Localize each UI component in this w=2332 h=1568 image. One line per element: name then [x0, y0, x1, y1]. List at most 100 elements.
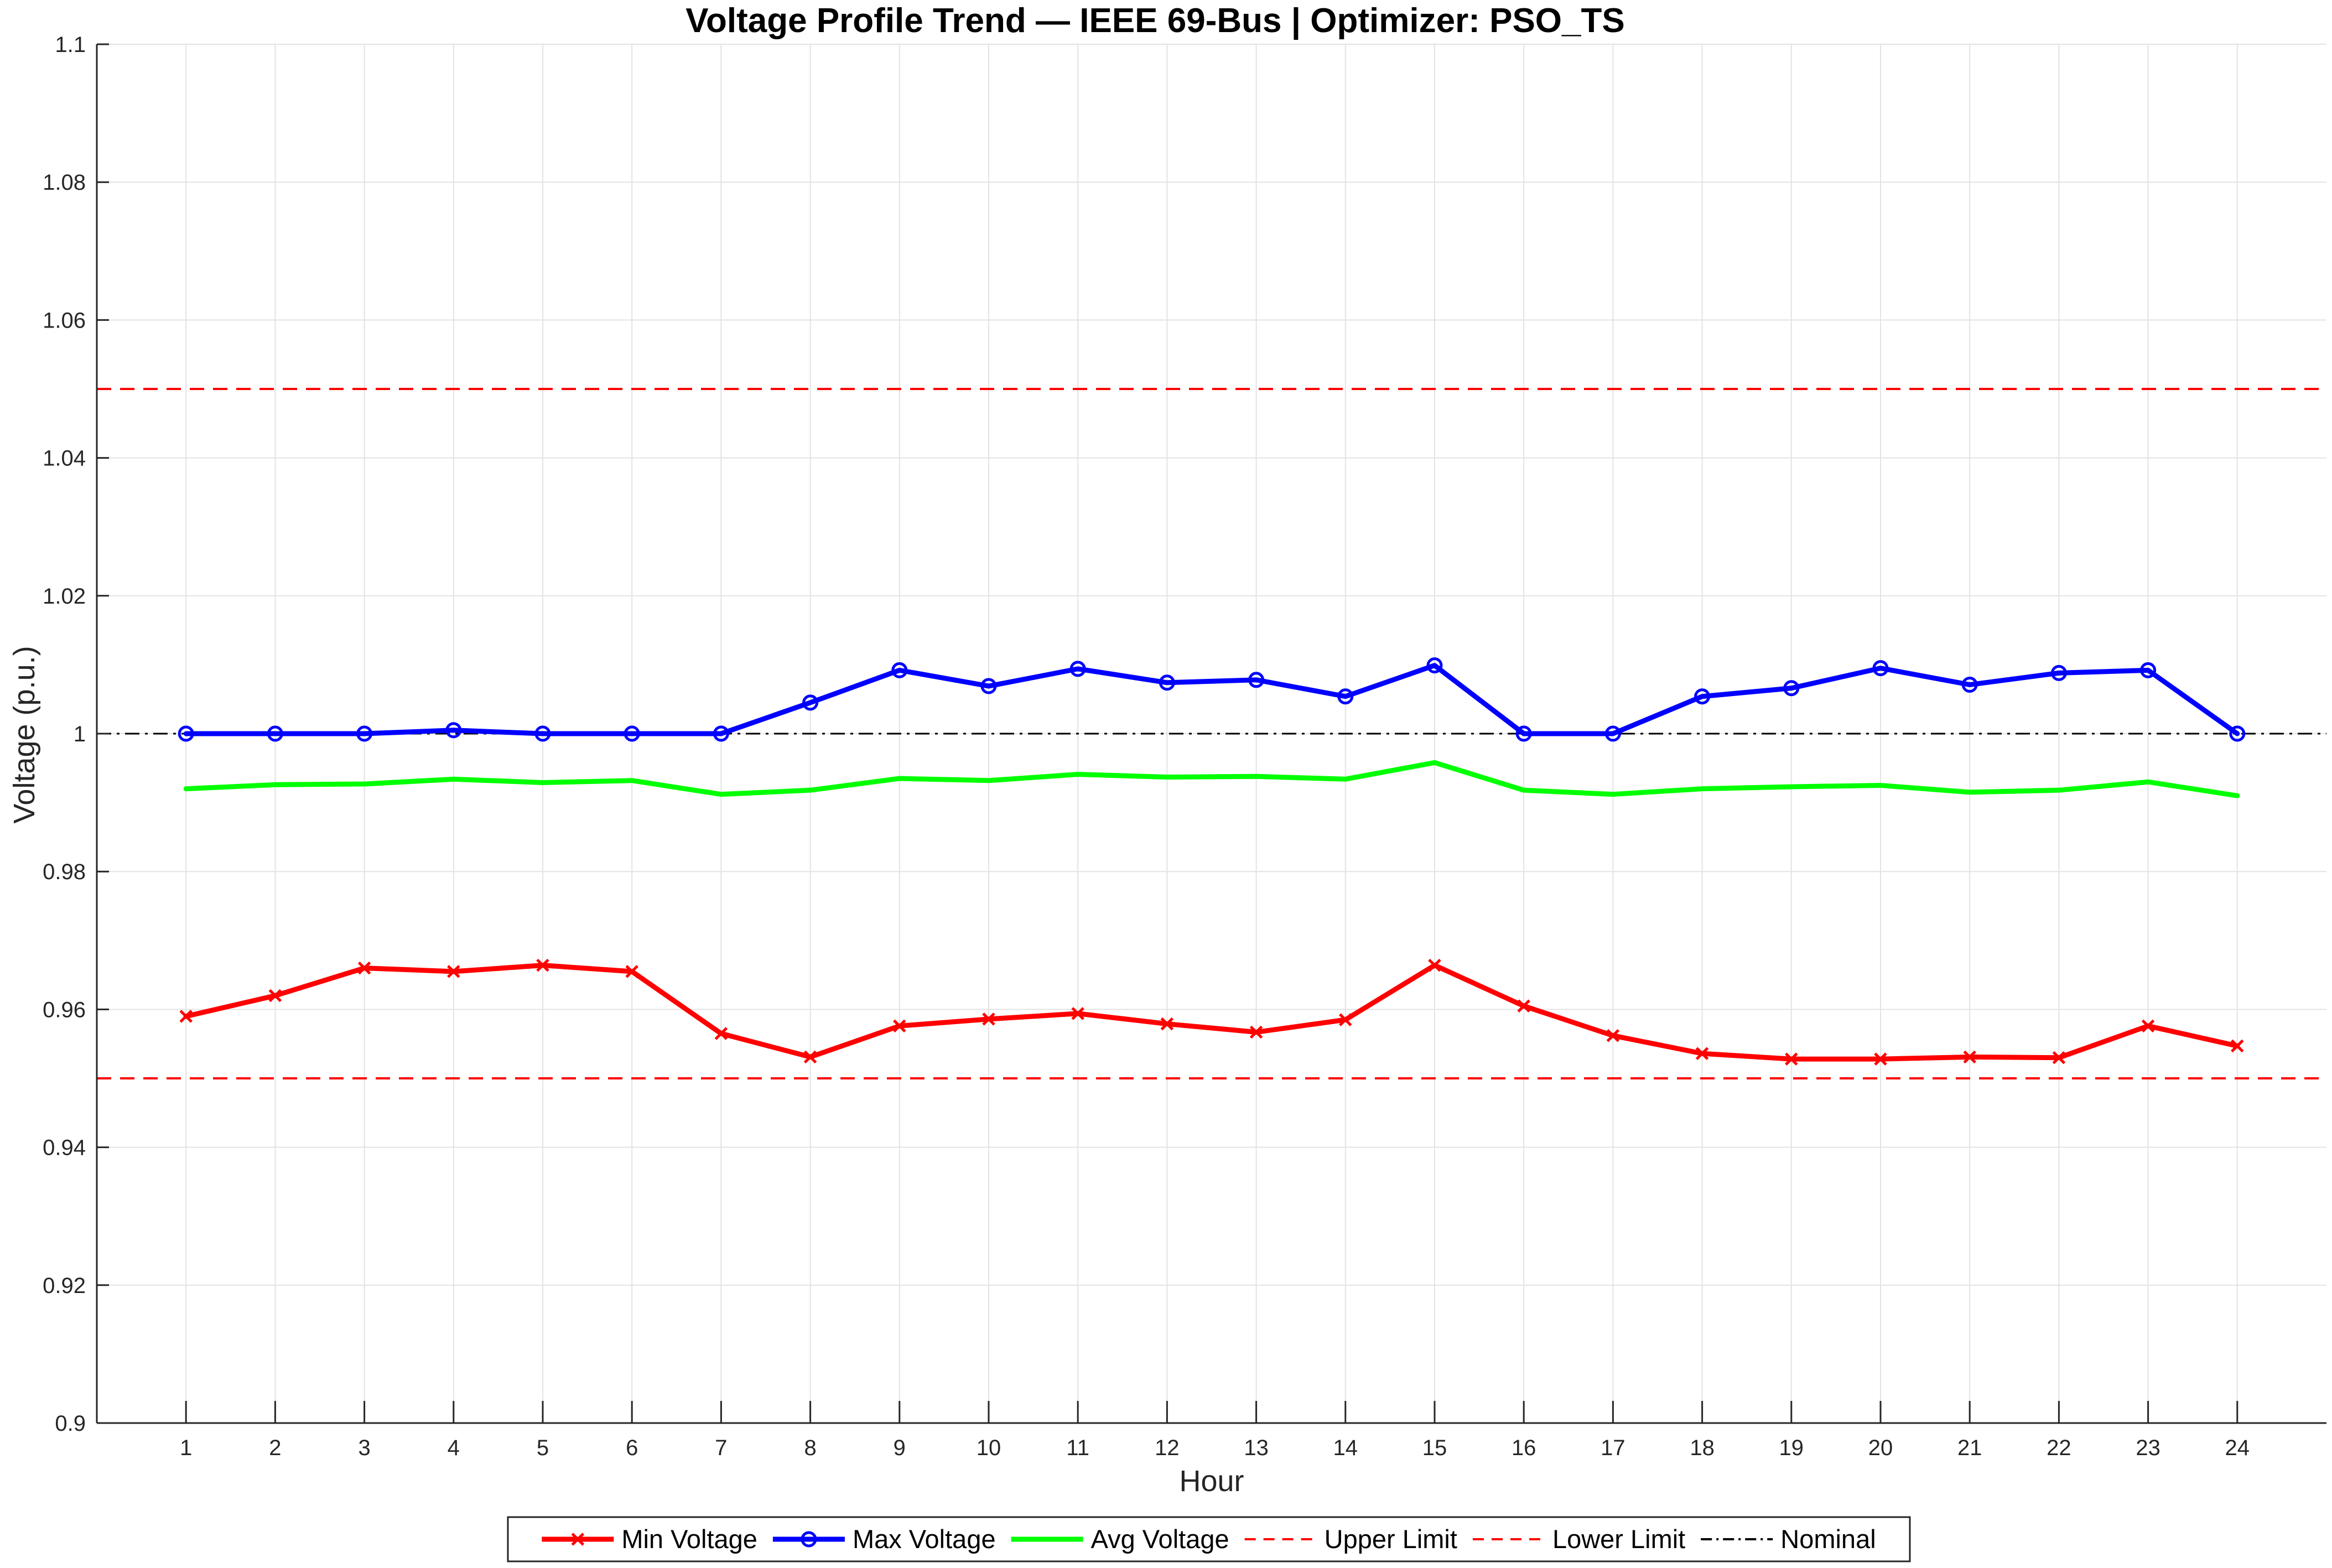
legend-box	[507, 1516, 1911, 1562]
x-tick-label: 22	[2047, 1436, 2071, 1460]
series-line-min-voltage	[183, 963, 2240, 1062]
data-point-min-voltage	[1874, 1052, 1887, 1066]
data-point-max-voltage	[1337, 688, 1354, 705]
series-max-voltage	[178, 657, 2246, 742]
data-point-min-voltage	[1339, 1013, 1352, 1026]
data-point-max-voltage	[2140, 662, 2157, 678]
data-point-max-voltage	[534, 725, 551, 742]
y-tick-label: 0.9	[55, 1411, 86, 1436]
series-avg-voltage	[183, 760, 2240, 798]
data-point-min-voltage	[1160, 1017, 1174, 1031]
legend: Min Voltage Max Voltage Avg Voltage Upper L…	[507, 1516, 1911, 1562]
data-point-min-voltage	[447, 965, 460, 978]
data-point-max-voltage	[1604, 725, 1621, 742]
data-point-max-voltage	[1426, 657, 1443, 674]
data-point-min-voltage	[268, 989, 282, 1003]
y-tick-label: 1.1	[55, 33, 86, 57]
data-point-max-voltage	[1872, 660, 1889, 677]
data-point-min-voltage	[1517, 999, 1530, 1013]
x-tick-label: 21	[1957, 1436, 1982, 1460]
legend-marker-min-voltage	[571, 1533, 585, 1546]
data-point-min-voltage	[1695, 1047, 1709, 1060]
data-point-min-voltage	[803, 1050, 817, 1064]
x-tick-label: 18	[1690, 1436, 1715, 1460]
data-point-max-voltage	[713, 725, 729, 742]
x-tick-label: 19	[1779, 1436, 1804, 1460]
data-point-max-voltage	[267, 725, 283, 742]
y-axis-label: Voltage (p.u.)	[8, 646, 41, 823]
chart-title: Voltage Profile Trend — IEEE 69-Bus | Op…	[685, 2, 1624, 40]
data-point-min-voltage	[2052, 1051, 2066, 1065]
data-point-min-voltage	[536, 958, 549, 972]
data-point-max-voltage	[356, 725, 373, 742]
x-tick-label: 5	[537, 1436, 549, 1460]
data-point-max-voltage	[1069, 661, 1086, 677]
x-tick-label: 15	[1422, 1436, 1447, 1460]
data-point-min-voltage	[1428, 958, 1441, 972]
x-tick-label: 23	[2136, 1436, 2160, 1460]
data-point-min-voltage	[2231, 1039, 2244, 1053]
legend-label: Max Voltage	[853, 1524, 996, 1554]
data-series	[178, 657, 2246, 1066]
data-point-max-voltage	[2050, 664, 2067, 681]
legend-marker-max-voltage	[801, 1531, 817, 1548]
data-point-max-voltage	[802, 694, 819, 711]
data-point-min-voltage	[2141, 1019, 2155, 1033]
x-tick-label: 1	[180, 1436, 192, 1460]
x-tick-label: 8	[804, 1436, 816, 1460]
x-tick-label: 4	[448, 1436, 460, 1460]
data-point-min-voltage	[1785, 1052, 1798, 1066]
x-tick-label: 11	[1066, 1436, 1089, 1460]
y-tick-label: 1	[74, 722, 86, 746]
reference-lines	[97, 388, 2326, 1079]
y-tick-label: 1.02	[43, 584, 86, 609]
data-point-max-voltage	[1694, 688, 1711, 705]
x-tick-label: 9	[894, 1436, 906, 1460]
y-tick-label: 0.98	[43, 860, 86, 884]
data-point-max-voltage	[2229, 725, 2246, 742]
y-tick-label: 0.96	[43, 998, 86, 1022]
x-tick-label: 24	[2225, 1436, 2250, 1460]
data-point-min-voltage	[625, 965, 638, 978]
legend-label: Min Voltage	[621, 1524, 757, 1554]
data-point-max-voltage	[1783, 680, 1800, 697]
data-point-max-voltage	[1961, 677, 1978, 693]
data-point-max-voltage	[1515, 725, 1532, 742]
y-tick-label: 1.06	[43, 308, 86, 333]
data-point-max-voltage	[624, 725, 640, 742]
data-point-max-voltage	[1159, 674, 1175, 691]
grid	[97, 44, 2326, 1424]
y-tick-label: 0.92	[43, 1274, 86, 1298]
data-point-min-voltage	[714, 1027, 728, 1040]
x-axis-label: Hour	[1179, 1465, 1244, 1498]
data-point-min-voltage	[893, 1019, 906, 1033]
legend-label: Nominal	[1780, 1524, 1876, 1554]
data-point-max-voltage	[1248, 672, 1265, 688]
data-point-min-voltage	[1071, 1007, 1084, 1020]
axes: 0.9 0.92 0.94 0.96 0.98 1 1.02 1.04 1.06 1.08 1.1 1…	[43, 33, 2326, 1460]
data-point-min-voltage	[179, 1010, 193, 1023]
data-point-max-voltage	[980, 678, 997, 694]
data-point-min-voltage	[357, 961, 371, 975]
y-tick-label: 1.04	[43, 446, 86, 471]
x-tick-label: 13	[1244, 1436, 1269, 1460]
x-tick-label: 14	[1333, 1436, 1358, 1460]
data-point-max-voltage	[445, 722, 462, 739]
x-tick-label: 2	[269, 1436, 281, 1460]
legend-label: Lower Limit	[1552, 1524, 1685, 1554]
data-point-min-voltage	[982, 1013, 995, 1026]
data-point-min-voltage	[1963, 1050, 1976, 1064]
x-tick-label: 16	[1512, 1436, 1536, 1460]
legend-label: Avg Voltage	[1091, 1524, 1229, 1554]
y-tick-label: 0.94	[43, 1136, 86, 1160]
x-tick-label: 3	[358, 1436, 370, 1460]
x-tick-label: 12	[1155, 1436, 1180, 1460]
x-tick-label: 6	[626, 1436, 638, 1460]
legend-label: Upper Limit	[1325, 1524, 1457, 1554]
data-point-min-voltage	[1606, 1029, 1620, 1042]
x-tick-label: 17	[1601, 1436, 1625, 1460]
data-point-max-voltage	[891, 662, 908, 678]
x-tick-label: 10	[977, 1436, 1001, 1460]
series-line-avg-voltage	[183, 760, 2240, 798]
